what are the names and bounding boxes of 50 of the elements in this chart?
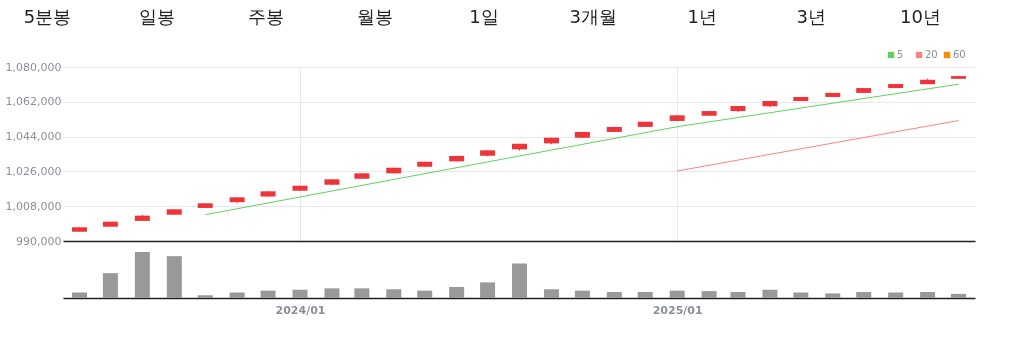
- bar: [292, 289, 308, 298]
- bar: [606, 292, 622, 298]
- bar: [197, 295, 213, 298]
- bar: [324, 288, 340, 298]
- bar: [701, 291, 717, 298]
- bar: [920, 292, 936, 298]
- bar: [574, 290, 590, 298]
- legend-label: 60: [953, 49, 966, 60]
- bar: [71, 292, 87, 298]
- bar: [793, 292, 809, 298]
- text: 1일: [469, 6, 499, 27]
- text: 5분봉: [23, 6, 72, 27]
- legend-label: 5: [897, 49, 904, 60]
- bar: [386, 289, 402, 298]
- bar: [856, 292, 872, 298]
- text: 3개월: [569, 6, 617, 27]
- bar: [512, 263, 528, 298]
- legend-label: 20: [925, 49, 938, 60]
- bar: [354, 288, 370, 298]
- bar: [102, 273, 118, 298]
- bar: [669, 290, 685, 298]
- x-tick-label: 2024/01: [275, 303, 326, 317]
- text: 1년: [687, 6, 717, 27]
- bar: [951, 293, 967, 298]
- y-tick-label: 1,044,000: [5, 130, 62, 144]
- bar: [637, 292, 653, 298]
- y-tick-label: 1,080,000: [5, 60, 62, 74]
- bar: [480, 282, 496, 298]
- text: 3년: [796, 6, 827, 27]
- bar: [417, 290, 433, 298]
- bar: [260, 290, 276, 298]
- text: 주봉: [247, 6, 284, 27]
- bar: [825, 293, 841, 298]
- y-tick-label: 1,008,000: [5, 199, 62, 213]
- bar: [888, 292, 904, 298]
- text: 월봉: [356, 6, 393, 27]
- bar: [449, 286, 465, 298]
- bar: [134, 252, 150, 298]
- line-series: [204, 83, 960, 216]
- text: 10년: [899, 6, 941, 27]
- bar: [543, 289, 559, 298]
- text: 일봉: [138, 6, 175, 27]
- x-tick-label: 2025/01: [652, 303, 703, 317]
- bar: [730, 292, 746, 298]
- bar: [762, 289, 778, 298]
- y-tick-label: 1,026,000: [5, 164, 62, 178]
- bar: [229, 292, 245, 298]
- y-tick-label: 1,062,000: [5, 95, 62, 109]
- y-tick-label: 990,000: [16, 234, 62, 248]
- bar: [166, 256, 182, 298]
